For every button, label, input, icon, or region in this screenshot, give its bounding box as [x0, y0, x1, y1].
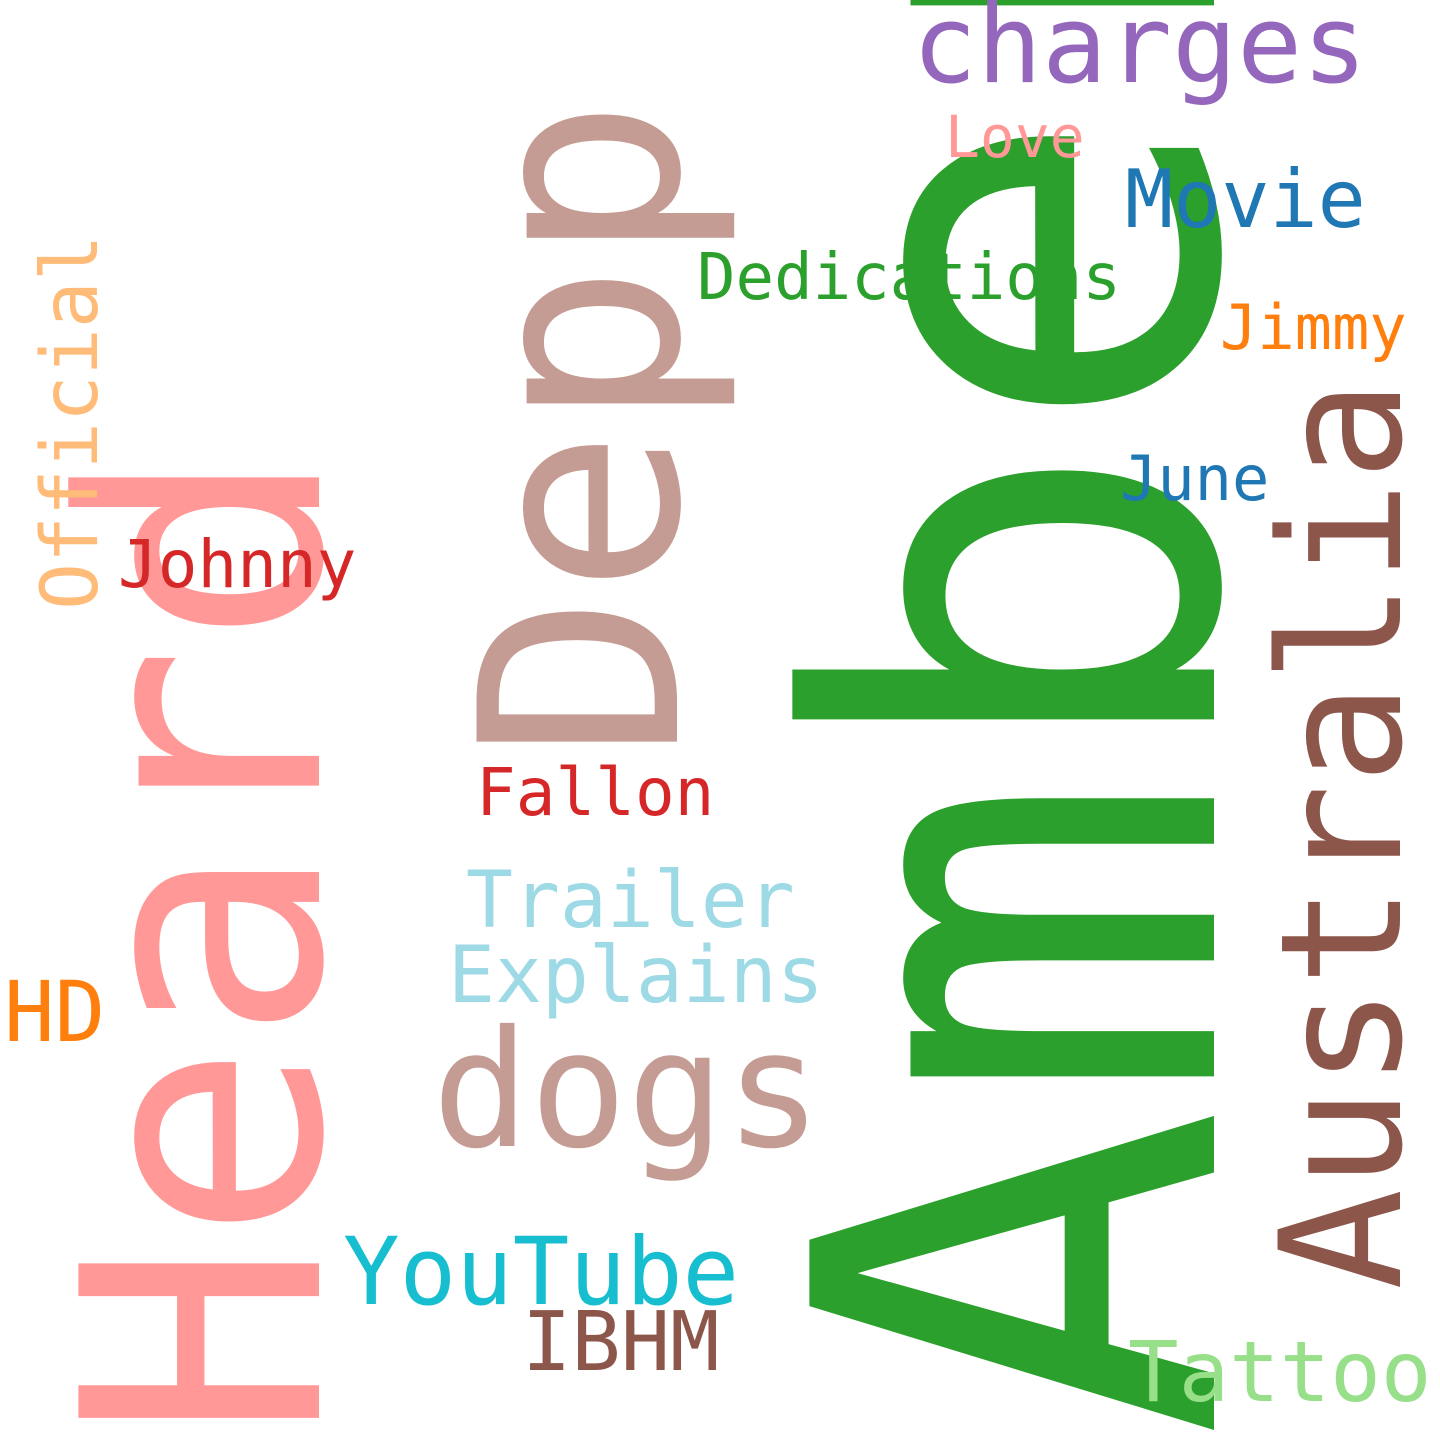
word-dedications: Dedications — [697, 241, 1121, 315]
word-june: June — [1120, 442, 1270, 515]
word-charges: charges — [912, 0, 1368, 108]
word-jimmy: Jimmy — [1220, 291, 1407, 364]
word-depp: Depp — [422, 97, 742, 760]
word-johnny: Johnny — [118, 526, 357, 603]
word-dogs: dogs — [432, 997, 823, 1185]
word-love: Love — [945, 103, 1085, 171]
word-fallon: Fallon — [476, 754, 715, 831]
word-official: Official — [26, 234, 116, 610]
word-movie: Movie — [1125, 153, 1366, 246]
word-explains: Explains — [448, 931, 824, 1021]
word-australia: Australia — [1244, 379, 1440, 1290]
word-trailer: Trailer — [466, 856, 795, 946]
word-hd: HD — [4, 963, 106, 1061]
word-tattoo: Tattoo — [1128, 1323, 1432, 1421]
word-ibhm: IBHM — [522, 1295, 720, 1390]
word-youtube: YouTube — [343, 1218, 740, 1327]
